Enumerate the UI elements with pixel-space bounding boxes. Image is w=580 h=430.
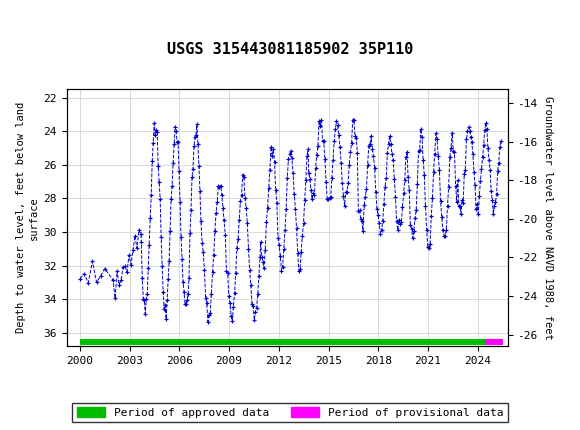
Text: ≋USGS: ≋USGS <box>3 12 63 28</box>
Bar <box>80 339 486 345</box>
Bar <box>2 3 40 37</box>
Legend: Period of approved data, Period of provisional data: Period of approved data, Period of provi… <box>72 403 508 422</box>
Y-axis label: Groundwater level above NAVD 1988, feet: Groundwater level above NAVD 1988, feet <box>543 96 553 340</box>
Y-axis label: Depth to water level, feet below land
surface: Depth to water level, feet below land su… <box>16 102 39 333</box>
Text: USGS 315443081185902 35P110: USGS 315443081185902 35P110 <box>167 42 413 57</box>
Bar <box>80 339 93 345</box>
Bar <box>486 339 502 345</box>
